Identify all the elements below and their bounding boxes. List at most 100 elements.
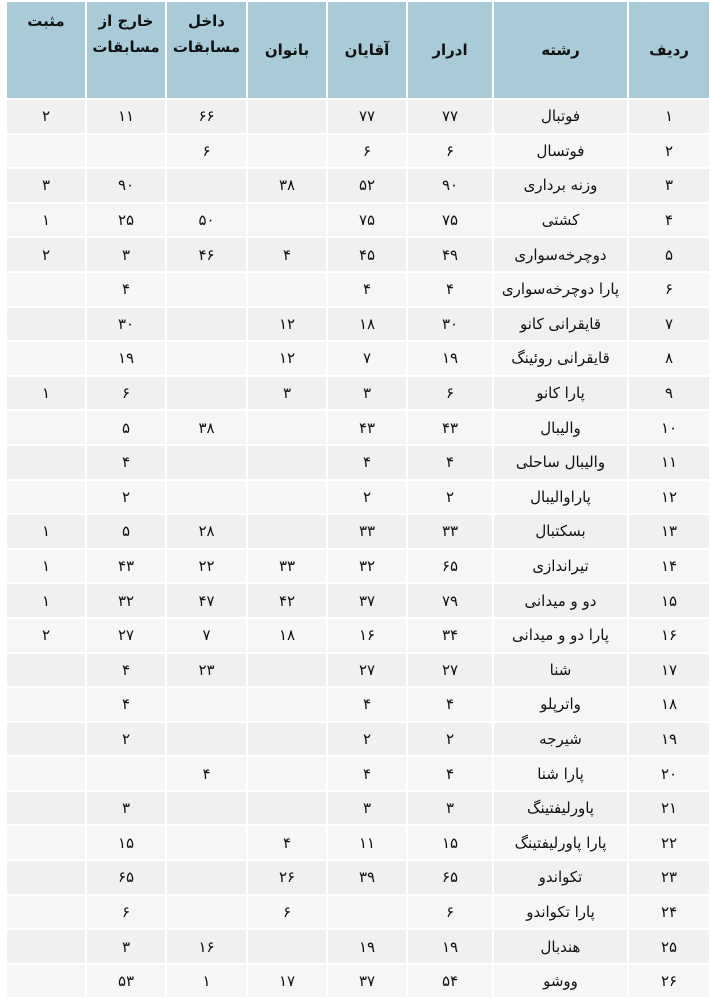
cell-total-tests: ۳۰ [408, 307, 492, 341]
cell-row-number: ۲۰ [629, 757, 709, 790]
cell-men [328, 895, 406, 929]
cell-row-number: ۱۲ [629, 480, 709, 514]
cell-row-number: ۱۹ [629, 722, 709, 756]
cell-row-number: ۴ [629, 203, 709, 237]
cell-sport: پارا دوچرخه‌سواری [494, 272, 627, 306]
cell-positive: ۲ [7, 100, 85, 133]
cell-total-tests: ۶ [408, 376, 492, 410]
cell-sport: بسکتبال [494, 515, 627, 548]
cell-total-tests: ۳۴ [408, 618, 492, 652]
table-row: ۱۷ شنا ۲۷ ۲۷ ۲۳ ۴ [7, 653, 709, 687]
cell-men: ۲ [328, 722, 406, 756]
cell-total-tests: ۲ [408, 722, 492, 756]
cell-in-competition [167, 895, 246, 929]
cell-out-of-competition: ۳۰ [87, 307, 165, 341]
cell-out-of-competition: ۲ [87, 480, 165, 514]
cell-positive [7, 861, 85, 894]
cell-total-tests: ۶۵ [408, 861, 492, 894]
cell-in-competition [167, 722, 246, 756]
cell-men: ۴۳ [328, 411, 406, 444]
cell-positive [7, 688, 85, 721]
cell-sport: تیراندازی [494, 549, 627, 583]
cell-women: ۱۷ [248, 964, 326, 998]
cell-out-of-competition: ۳ [87, 930, 165, 963]
cell-positive: ۱ [7, 584, 85, 617]
cell-in-competition: ۷ [167, 618, 246, 652]
cell-in-competition: ۲۸ [167, 515, 246, 548]
cell-men: ۵۲ [328, 169, 406, 202]
cell-in-competition [167, 791, 246, 825]
cell-row-number: ۷ [629, 307, 709, 341]
cell-out-of-competition: ۶۵ [87, 861, 165, 894]
table-row: ۱ فوتبال ۷۷ ۷۷ ۶۶ ۱۱ ۲ [7, 100, 709, 133]
cell-women: ۴ [248, 238, 326, 271]
cell-sport: فوتبال [494, 100, 627, 133]
cell-men: ۲۷ [328, 653, 406, 687]
cell-row-number: ۱۷ [629, 653, 709, 687]
header-women: بانوان [248, 2, 326, 98]
cell-sport: دو و میدانی [494, 584, 627, 617]
cell-positive [7, 930, 85, 963]
cell-out-of-competition: ۹۰ [87, 169, 165, 202]
header-total-tests: ادرار [408, 2, 492, 98]
table-row: ۹ پارا کانو ۶ ۳ ۳ ۶ ۱ [7, 376, 709, 410]
cell-in-competition: ۲۲ [167, 549, 246, 583]
table-row: ۱۱ والیبال ساحلی ۴ ۴ ۴ [7, 445, 709, 479]
cell-women: ۲۶ [248, 861, 326, 894]
cell-positive [7, 826, 85, 860]
cell-positive [7, 134, 85, 168]
cell-row-number: ۱۴ [629, 549, 709, 583]
cell-in-competition: ۳۸ [167, 411, 246, 444]
cell-out-of-competition: ۳ [87, 238, 165, 271]
cell-out-of-competition: ۴۳ [87, 549, 165, 583]
cell-sport: پارا دو و میدانی [494, 618, 627, 652]
table-row: ۸ قایقرانی روئینگ ۱۹ ۷ ۱۲ ۱۹ [7, 342, 709, 375]
cell-out-of-competition: ۴ [87, 688, 165, 721]
cell-sport: هندبال [494, 930, 627, 963]
table-row: ۷ قایقرانی کانو ۳۰ ۱۸ ۱۲ ۳۰ [7, 307, 709, 341]
table-row: ۲۰ پارا شنا ۴ ۴ ۴ [7, 757, 709, 790]
cell-row-number: ۳ [629, 169, 709, 202]
cell-men: ۴ [328, 757, 406, 790]
cell-in-competition [167, 272, 246, 306]
cell-total-tests: ۹۰ [408, 169, 492, 202]
table-row: ۲۶ ووشو ۵۴ ۳۷ ۱۷ ۱ ۵۳ [7, 964, 709, 998]
cell-out-of-competition: ۲ [87, 722, 165, 756]
cell-positive [7, 722, 85, 756]
cell-men: ۲ [328, 480, 406, 514]
cell-row-number: ۲ [629, 134, 709, 168]
cell-in-competition: ۱۶ [167, 930, 246, 963]
cell-out-of-competition: ۶ [87, 376, 165, 410]
table-row: ۲۳ تکواندو ۶۵ ۳۹ ۲۶ ۶۵ [7, 861, 709, 894]
cell-positive [7, 445, 85, 479]
cell-row-number: ۱۵ [629, 584, 709, 617]
cell-men: ۶ [328, 134, 406, 168]
header-sport: رشته [494, 2, 627, 98]
cell-women [248, 722, 326, 756]
cell-in-competition: ۵۰ [167, 203, 246, 237]
cell-women [248, 930, 326, 963]
cell-in-competition: ۲۳ [167, 653, 246, 687]
cell-out-of-competition [87, 134, 165, 168]
cell-in-competition [167, 826, 246, 860]
cell-men: ۳ [328, 376, 406, 410]
cell-row-number: ۲۳ [629, 861, 709, 894]
cell-women [248, 445, 326, 479]
cell-total-tests: ۷۹ [408, 584, 492, 617]
header-out-of-competition: خارج از مسابقات [87, 2, 165, 98]
cell-men: ۱۹ [328, 930, 406, 963]
cell-row-number: ۲۴ [629, 895, 709, 929]
header-men: آقایان [328, 2, 406, 98]
cell-men: ۳۷ [328, 964, 406, 998]
table-row: ۱۴ تیراندازی ۶۵ ۳۲ ۳۳ ۲۲ ۴۳ ۱ [7, 549, 709, 583]
cell-row-number: ۱۸ [629, 688, 709, 721]
cell-men: ۱۶ [328, 618, 406, 652]
cell-positive: ۲ [7, 238, 85, 271]
cell-women: ۴۲ [248, 584, 326, 617]
cell-out-of-competition: ۵ [87, 515, 165, 548]
header-in-competition: داخل مسابقات [167, 2, 246, 98]
cell-positive [7, 411, 85, 444]
cell-men: ۴۵ [328, 238, 406, 271]
cell-sport: پارا پاورلیفتینگ [494, 826, 627, 860]
cell-total-tests: ۳۳ [408, 515, 492, 548]
